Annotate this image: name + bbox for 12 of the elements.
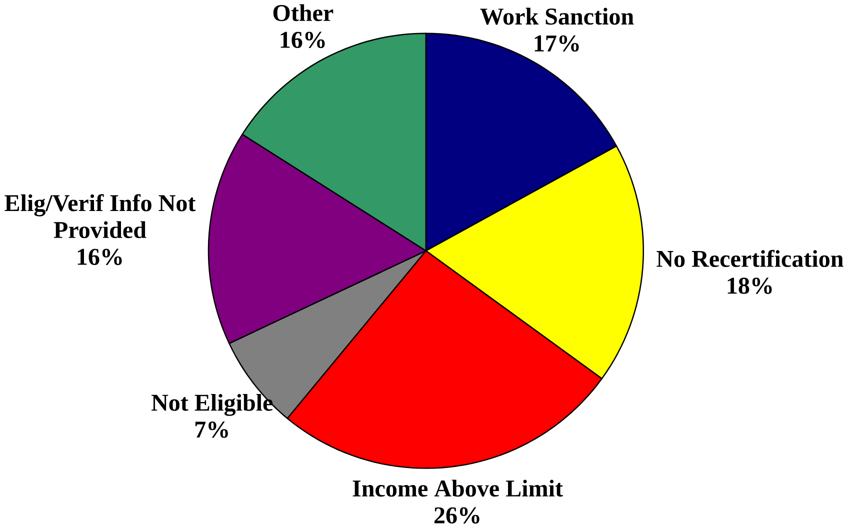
data-label: 7% (195, 422, 228, 438)
data-label: 26% (434, 507, 480, 524)
slice-label: Other (273, 4, 334, 22)
slice-label: Work Sanction (480, 8, 634, 25)
data-label: 16% (280, 32, 325, 48)
slice-label: No Recertification (656, 250, 844, 268)
slice-label: Elig/Verif Info Not Provided (4, 194, 196, 238)
data-label: 18% (728, 278, 772, 294)
data-label: 16% (78, 248, 122, 266)
slice-label: Income Above Limit (352, 480, 563, 497)
data-label: 17% (534, 35, 579, 52)
slice-label: Not Eligible (151, 394, 273, 416)
